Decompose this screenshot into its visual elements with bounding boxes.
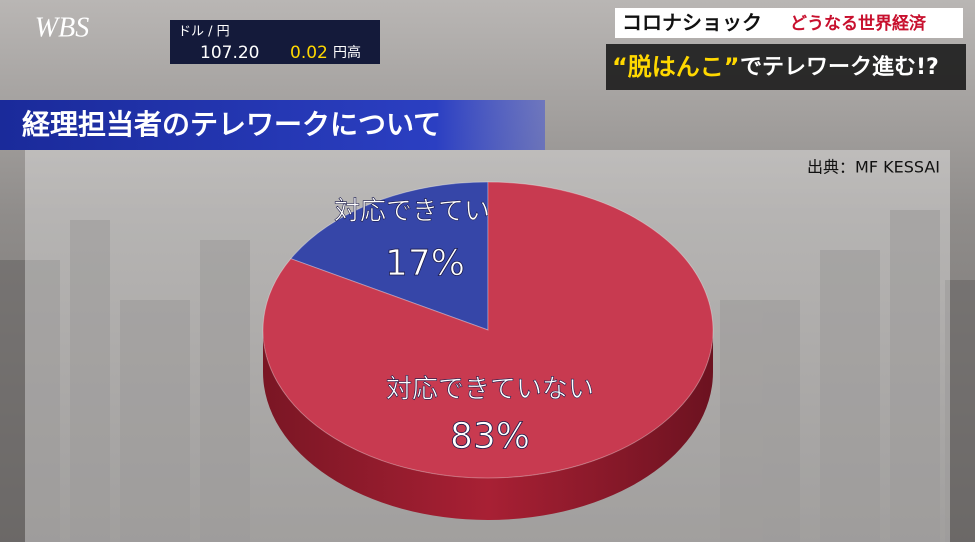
fx-direction: 円高	[333, 44, 361, 61]
logo: WBS	[35, 12, 89, 43]
slice-value-label: 17%	[385, 243, 465, 284]
pie-side	[263, 330, 713, 520]
chart-source: 出典：MF KESSAI	[807, 158, 940, 177]
fx-box	[170, 20, 380, 64]
pie-slice	[262, 181, 714, 479]
fx-pair: ドル / 円	[178, 25, 230, 40]
slice-label: 対応できていない	[386, 375, 594, 405]
headline-tag: コロナショック	[622, 11, 762, 35]
headline-tag-box	[615, 8, 783, 38]
fx-rate: 107.20	[200, 43, 259, 63]
title-bar	[0, 100, 545, 150]
headline-rest: でテレワーク進む!?	[740, 55, 939, 80]
chart-title: 経理担当者のテレワークについて	[22, 108, 441, 141]
city-silhouette	[0, 210, 975, 542]
headline-series: どうなる世界経済	[790, 13, 927, 34]
slice-label: 対応できている	[334, 197, 516, 227]
headline-series-box	[783, 8, 963, 38]
headline-box	[606, 44, 966, 90]
pie-slice	[289, 181, 489, 331]
headline-highlight: “脱はんこ”	[612, 53, 740, 81]
fx-change: 0.02	[290, 43, 328, 63]
slice-value-label: 83%	[450, 416, 530, 457]
